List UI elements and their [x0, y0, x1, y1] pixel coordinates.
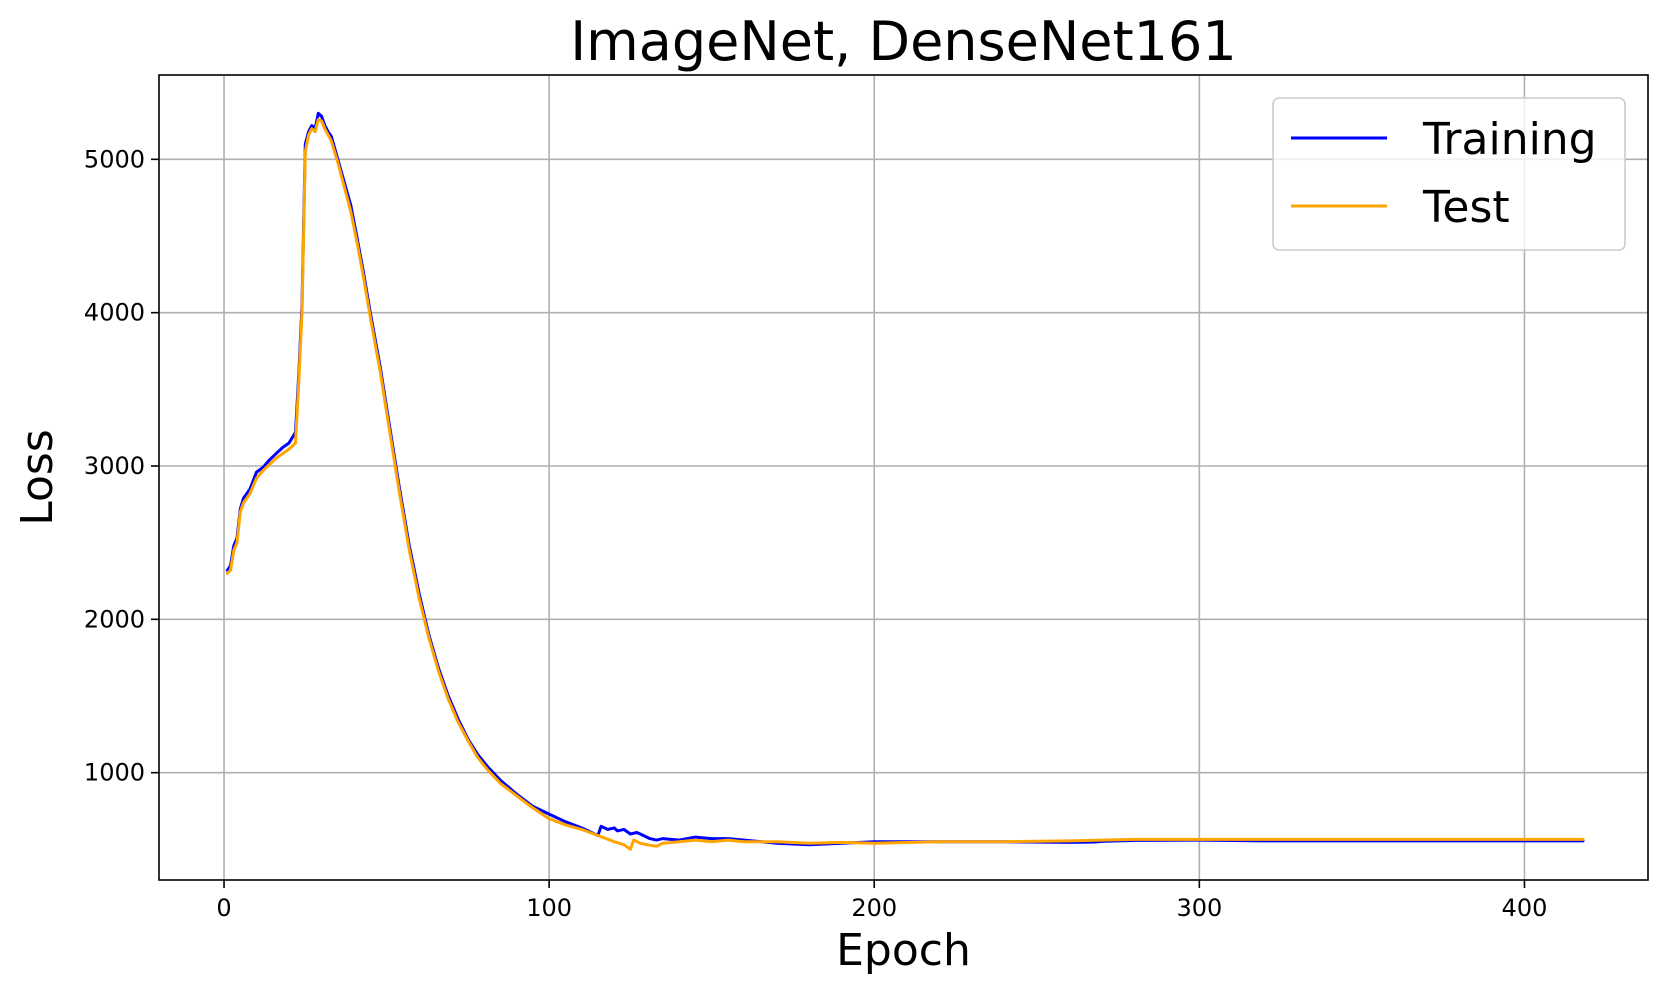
- x-tick-label: 300: [1176, 894, 1222, 922]
- x-tick-label: 0: [216, 894, 231, 922]
- x-tick-label: 100: [526, 894, 572, 922]
- x-tick-label: 200: [851, 894, 897, 922]
- chart-title: ImageNet, DenseNet161: [570, 10, 1236, 73]
- y-tick-label: 3000: [84, 452, 145, 480]
- series-lines: [225, 111, 1585, 851]
- y-axis-label: Loss: [12, 429, 63, 526]
- series-line-test: [225, 118, 1585, 851]
- y-tick-label: 1000: [84, 759, 145, 787]
- y-tick-label: 4000: [84, 299, 145, 327]
- legend-label-training: Training: [1422, 114, 1597, 165]
- x-tick-label: 400: [1502, 894, 1548, 922]
- y-tick-label: 2000: [84, 605, 145, 633]
- axis-ticks: 0 100 200 300 400 1000 2000 3000 4000 5000: [84, 145, 1547, 922]
- x-axis-label: Epoch: [836, 925, 971, 976]
- legend: Training Test: [1272, 97, 1626, 251]
- legend-label-test: Test: [1422, 182, 1510, 233]
- legend-box: [1272, 97, 1626, 251]
- plot-area-frame: [158, 74, 1649, 881]
- y-tick-label: 5000: [84, 145, 145, 173]
